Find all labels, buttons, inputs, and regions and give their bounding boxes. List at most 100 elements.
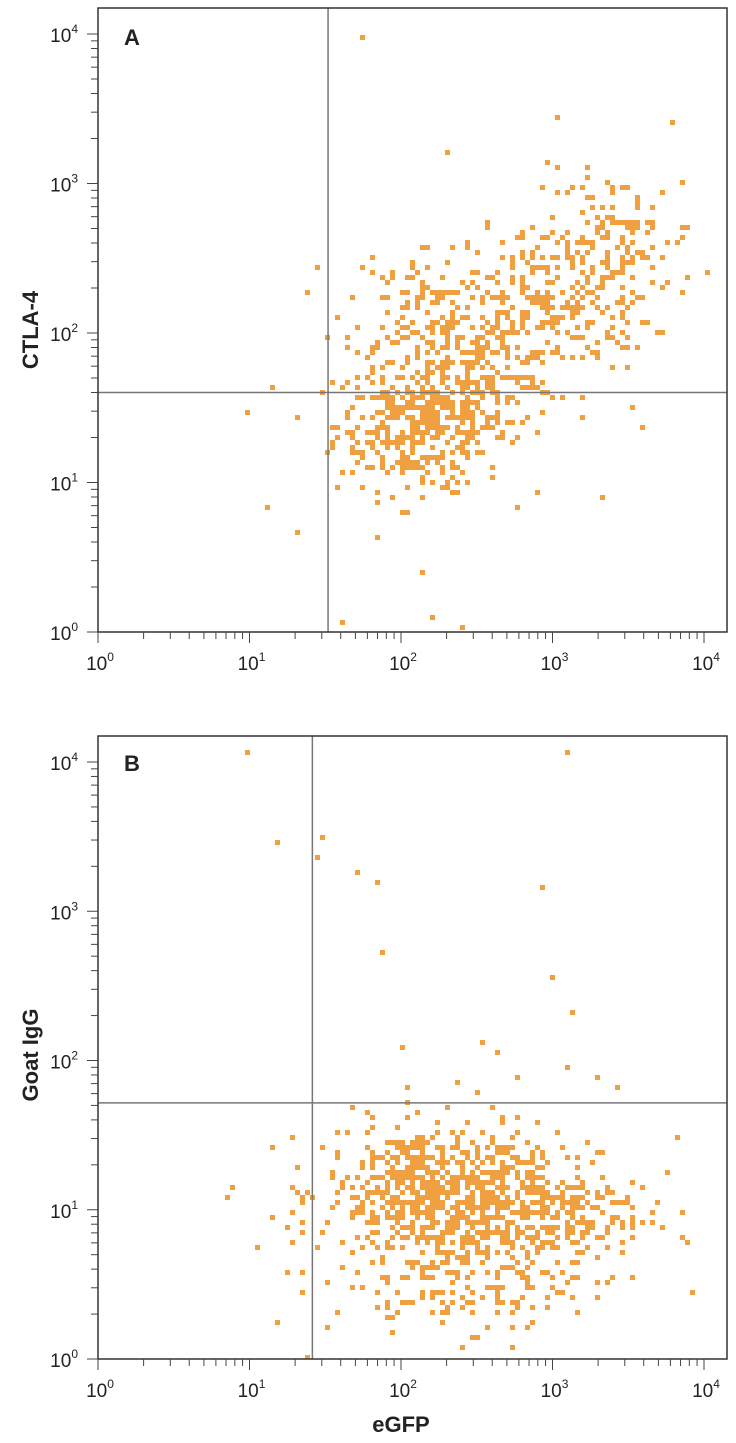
- event-dot: [685, 275, 690, 280]
- event-dot: [450, 435, 455, 440]
- event-dot: [575, 240, 580, 245]
- event-dot: [550, 1195, 555, 1200]
- event-dot: [400, 1275, 405, 1280]
- event-dot: [450, 405, 455, 410]
- event-dot: [450, 1290, 455, 1295]
- event-dot: [435, 460, 440, 465]
- event-dot: [405, 465, 410, 470]
- event-dot: [420, 480, 425, 485]
- event-dot: [395, 340, 400, 345]
- event-dot: [425, 375, 430, 380]
- event-dot: [500, 1120, 505, 1125]
- event-dot: [415, 465, 420, 470]
- event-dot: [570, 1195, 575, 1200]
- event-dot: [605, 235, 610, 240]
- event-dot: [470, 410, 475, 415]
- event-dot: [500, 1165, 505, 1170]
- event-dot: [460, 1245, 465, 1250]
- event-dot: [420, 285, 425, 290]
- event-dot: [385, 1275, 390, 1280]
- event-dot: [425, 310, 430, 315]
- event-dot: [600, 205, 605, 210]
- event-dot: [620, 315, 625, 320]
- event-dot: [480, 1260, 485, 1265]
- dot-plot-events: [225, 750, 695, 1359]
- event-dot: [380, 1205, 385, 1210]
- event-dot: [565, 750, 570, 755]
- event-dot: [520, 360, 525, 365]
- event-dot: [425, 360, 430, 365]
- event-dot: [520, 235, 525, 240]
- event-dot: [645, 320, 650, 325]
- event-dot: [420, 440, 425, 445]
- event-dot: [375, 1175, 380, 1180]
- event-dot: [415, 330, 420, 335]
- event-dot: [610, 1190, 615, 1195]
- event-dot: [475, 250, 480, 255]
- event-dot: [560, 1200, 565, 1205]
- event-dot: [465, 1260, 470, 1265]
- event-dot: [595, 1255, 600, 1260]
- event-dot: [480, 1235, 485, 1240]
- event-dot: [380, 440, 385, 445]
- event-dot: [460, 1175, 465, 1180]
- event-dot: [460, 430, 465, 435]
- event-dot: [585, 1220, 590, 1225]
- event-dot: [300, 1270, 305, 1275]
- event-dot: [415, 270, 420, 275]
- event-dot: [510, 255, 515, 260]
- event-dot: [445, 405, 450, 410]
- event-dot: [475, 1150, 480, 1155]
- event-dot: [575, 290, 580, 295]
- event-dot: [580, 415, 585, 420]
- event-dot: [475, 385, 480, 390]
- event-dot: [625, 250, 630, 255]
- event-dot: [535, 1200, 540, 1205]
- event-dot: [465, 1180, 470, 1185]
- event-dot: [630, 1180, 635, 1185]
- event-dot: [385, 1315, 390, 1320]
- event-dot: [435, 1160, 440, 1165]
- event-dot: [630, 220, 635, 225]
- event-dot: [360, 455, 365, 460]
- event-dot: [350, 1285, 355, 1290]
- event-dot: [400, 465, 405, 470]
- event-dot: [485, 290, 490, 295]
- event-dot: [485, 1215, 490, 1220]
- event-dot: [610, 205, 615, 210]
- event-dot: [440, 465, 445, 470]
- event-dot: [495, 410, 500, 415]
- event-dot: [465, 1120, 470, 1125]
- event-dot: [480, 1130, 485, 1135]
- event-dot: [440, 1310, 445, 1315]
- event-dot: [415, 1155, 420, 1160]
- event-dot: [500, 345, 505, 350]
- event-dot: [495, 1205, 500, 1210]
- event-dot: [375, 1215, 380, 1220]
- event-dot: [450, 310, 455, 315]
- event-dot: [400, 1200, 405, 1205]
- event-dot: [440, 470, 445, 475]
- event-dot: [415, 355, 420, 360]
- event-dot: [445, 395, 450, 400]
- event-dot: [425, 420, 430, 425]
- event-dot: [430, 345, 435, 350]
- event-dot: [390, 275, 395, 280]
- event-dot: [450, 1145, 455, 1150]
- event-dot: [485, 1285, 490, 1290]
- event-dot: [450, 1250, 455, 1255]
- event-dot: [495, 320, 500, 325]
- event-dot: [575, 335, 580, 340]
- event-dot: [530, 1240, 535, 1245]
- event-dot: [450, 1225, 455, 1230]
- event-dot: [365, 440, 370, 445]
- event-dot: [495, 1250, 500, 1255]
- event-dot: [445, 260, 450, 265]
- event-dot: [425, 1180, 430, 1185]
- event-dot: [520, 1270, 525, 1275]
- event-dot: [515, 1075, 520, 1080]
- event-dot: [625, 260, 630, 265]
- event-dot: [450, 1280, 455, 1285]
- y-tick-label: 100: [50, 1347, 78, 1372]
- event-dot: [630, 275, 635, 280]
